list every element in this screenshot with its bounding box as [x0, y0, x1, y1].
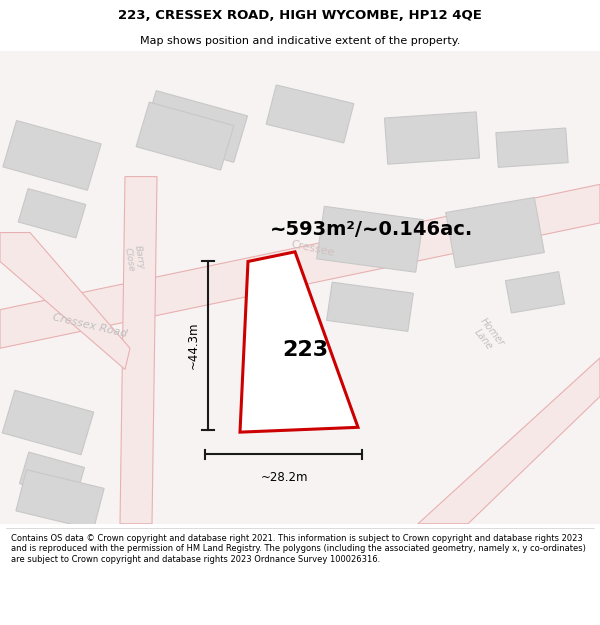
- Text: Barry
Close: Barry Close: [122, 245, 146, 272]
- Text: ~44.3m: ~44.3m: [187, 322, 199, 369]
- Text: ~593m²/~0.146ac.: ~593m²/~0.146ac.: [270, 220, 473, 239]
- Polygon shape: [418, 358, 600, 524]
- Polygon shape: [18, 189, 86, 238]
- Text: 223, CRESSEX ROAD, HIGH WYCOMBE, HP12 4QE: 223, CRESSEX ROAD, HIGH WYCOMBE, HP12 4Q…: [118, 9, 482, 22]
- Text: Cressee: Cressee: [290, 239, 335, 258]
- Polygon shape: [3, 121, 101, 190]
- Polygon shape: [19, 452, 85, 499]
- Polygon shape: [326, 282, 413, 331]
- Text: Homer
Lane: Homer Lane: [469, 316, 506, 356]
- Polygon shape: [266, 85, 354, 143]
- Polygon shape: [496, 128, 568, 168]
- Polygon shape: [16, 470, 104, 529]
- Text: Contains OS data © Crown copyright and database right 2021. This information is : Contains OS data © Crown copyright and d…: [11, 534, 586, 564]
- Text: Map shows position and indicative extent of the property.: Map shows position and indicative extent…: [140, 36, 460, 46]
- Polygon shape: [317, 206, 424, 272]
- Text: Cressex Road: Cressex Road: [52, 312, 128, 339]
- Polygon shape: [120, 177, 157, 524]
- Polygon shape: [240, 252, 358, 432]
- Polygon shape: [142, 91, 248, 162]
- Polygon shape: [385, 112, 479, 164]
- Polygon shape: [136, 102, 234, 170]
- Text: 223: 223: [282, 340, 328, 360]
- Polygon shape: [0, 184, 600, 348]
- Text: ~28.2m: ~28.2m: [260, 471, 308, 484]
- Polygon shape: [505, 272, 565, 313]
- Polygon shape: [0, 232, 130, 369]
- Polygon shape: [446, 198, 544, 268]
- Polygon shape: [2, 390, 94, 455]
